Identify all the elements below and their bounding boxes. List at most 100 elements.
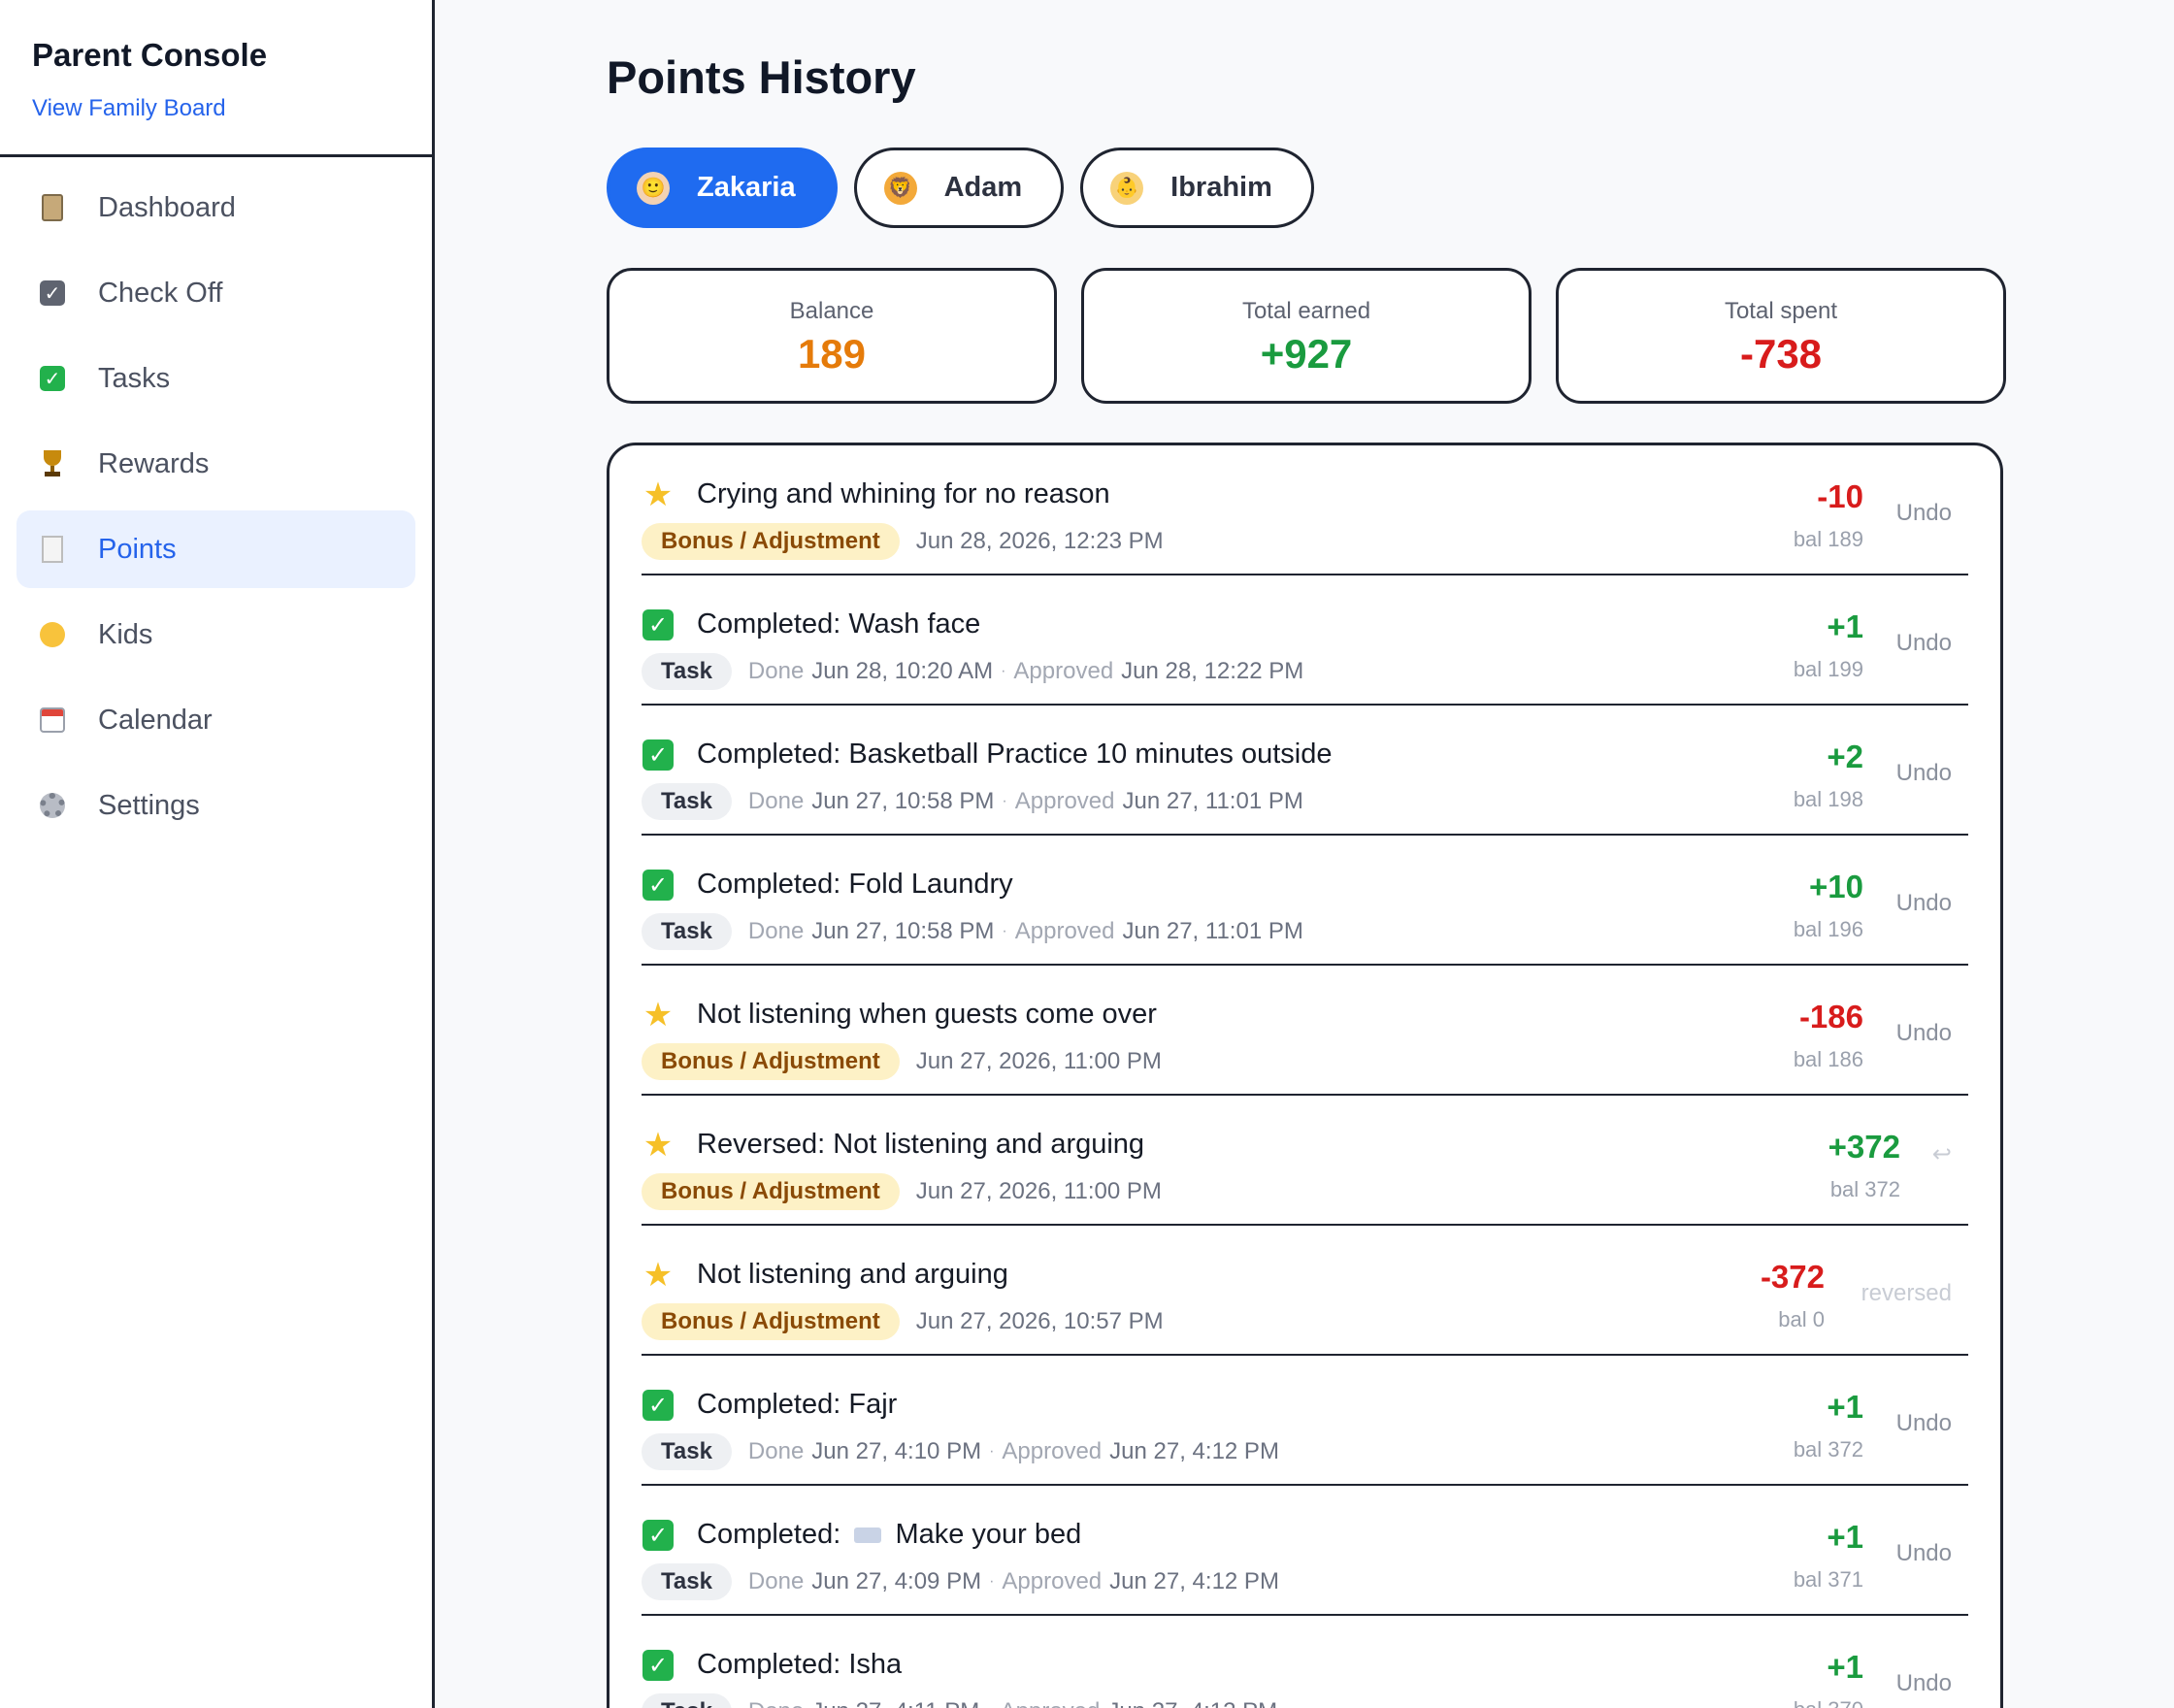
running-balance: bal 196: [1793, 917, 1863, 941]
bed-icon: [854, 1527, 882, 1544]
undo-button[interactable]: Undo: [1895, 1020, 1952, 1046]
history-meta: Bonus / Adjustment Jun 27, 2026, 11:00 P…: [642, 1043, 1162, 1080]
separator: ·: [989, 1443, 995, 1460]
running-balance: bal 372: [1793, 1437, 1863, 1462]
sidebar: Parent Console View Family Board Dashboa…: [0, 0, 435, 1708]
done-date: Jun 27, 4:11 PM: [811, 1698, 979, 1708]
done-label: Done: [747, 788, 805, 814]
balance-value: 189: [797, 331, 867, 377]
total-earned-card: Total earned +927: [1081, 268, 1532, 404]
lion-avatar-icon: 🦁: [883, 171, 917, 205]
sidebar-item-tasks[interactable]: ✓ Tasks: [16, 340, 415, 417]
check-icon: ✓: [642, 1649, 675, 1682]
type-badge: Bonus / Adjustment: [642, 1303, 900, 1340]
done-date: Jun 27, 10:58 PM: [811, 788, 995, 814]
total-earned-value: +927: [1260, 331, 1353, 377]
sidebar-item-label: Rewards: [98, 447, 210, 479]
points-delta: +2: [1827, 739, 1863, 774]
points-delta: +10: [1809, 869, 1863, 904]
history-date: Jun 27, 2026, 10:57 PM: [915, 1308, 1164, 1334]
history-meta: Task Done Jun 27, 4:10 PM · Approved Jun…: [642, 1433, 1279, 1470]
history-title: Not listening and arguing: [697, 1259, 1008, 1290]
points-delta: +1: [1827, 1649, 1863, 1685]
undo-button[interactable]: Undo: [1895, 1670, 1952, 1696]
history-title: Reversed: Not listening and arguing: [697, 1129, 1145, 1160]
history-title: Crying and whining for no reason: [697, 478, 1110, 509]
tab-ibrahim[interactable]: 👶 Ibrahim: [1080, 148, 1314, 228]
tab-label: Adam: [943, 172, 1023, 203]
running-balance: bal 371: [1793, 1567, 1863, 1592]
tab-label: Zakaria: [697, 172, 796, 203]
tab-zakaria[interactable]: 🙂 Zakaria: [607, 148, 838, 228]
sidebar-item-label: Points: [98, 533, 177, 565]
type-badge: Task: [642, 1433, 732, 1470]
done-label: Done: [748, 1698, 804, 1708]
total-spent-value: -738: [1739, 331, 1823, 377]
type-badge: Task: [642, 1693, 732, 1708]
points-delta: -186: [1798, 999, 1863, 1035]
approved-label: Approved: [1013, 658, 1114, 684]
points-delta: +1: [1827, 1519, 1863, 1555]
view-family-board-link[interactable]: View Family Board: [32, 95, 226, 121]
history-row: ★ Not listening when guests come over Bo…: [642, 966, 1968, 1096]
history-meta: Bonus / Adjustment Jun 27, 2026, 11:00 P…: [642, 1173, 1162, 1210]
sidebar-item-calendar[interactable]: Calendar: [16, 681, 415, 759]
separator: ·: [987, 1703, 992, 1708]
type-badge: Task: [642, 913, 732, 950]
tab-label: Ibrahim: [1170, 172, 1272, 203]
sidebar-item-points[interactable]: Points: [16, 510, 415, 588]
child-face-icon: [36, 618, 69, 651]
balance-label: Balance: [789, 298, 874, 324]
balance-card: Balance 189: [607, 268, 1057, 404]
app-title: Parent Console: [32, 37, 268, 73]
approved-label: Approved: [1002, 1568, 1103, 1594]
history-title: Completed: Basketball Practice 10 minute…: [697, 739, 1333, 770]
undo-button[interactable]: Undo: [1895, 1410, 1952, 1436]
tab-adam[interactable]: 🦁 Adam: [853, 148, 1065, 228]
history-row: ✓ Completed: Fold Laundry Task Done Jun …: [642, 836, 1968, 966]
separator: ·: [1002, 793, 1007, 809]
sidebar-item-label: Tasks: [98, 362, 171, 394]
points-history-list: ★ Crying and whining for no reason Bonus…: [607, 443, 2003, 1708]
history-meta: Task Done Jun 27, 4:11 PM · Approved Jun…: [642, 1693, 1277, 1708]
running-balance: bal 0: [1778, 1307, 1825, 1331]
sidebar-item-dashboard[interactable]: Dashboard: [16, 169, 415, 246]
points-delta: +1: [1827, 608, 1863, 644]
sidebar-item-check-off[interactable]: ✓ Check Off: [16, 254, 415, 332]
type-badge: Task: [642, 1563, 732, 1600]
history-date: Jun 27, 2026, 11:00 PM: [915, 1178, 1162, 1204]
undo-button[interactable]: Undo: [1895, 500, 1952, 526]
approved-label: Approved: [1002, 1438, 1103, 1464]
points-delta: -372: [1760, 1259, 1825, 1295]
type-badge: Bonus / Adjustment: [642, 523, 900, 560]
sidebar-item-rewards[interactable]: Rewards: [16, 425, 415, 503]
sidebar-item-settings[interactable]: Settings: [16, 767, 415, 844]
sidebar-item-kids[interactable]: Kids: [16, 596, 415, 673]
reverse-icon[interactable]: ↩: [1931, 1141, 1952, 1167]
history-title: Completed: Fold Laundry: [697, 869, 1013, 900]
star-icon: ★: [642, 997, 674, 1034]
approved-label: Approved: [1001, 1698, 1101, 1708]
sidebar-item-label: Dashboard: [98, 191, 236, 223]
checkbox-icon: ✓: [36, 277, 69, 310]
star-icon: ★: [642, 1257, 674, 1294]
undo-button[interactable]: Undo: [1895, 1540, 1952, 1566]
total-spent-label: Total spent: [1724, 298, 1838, 324]
history-title: Completed: Wash face: [697, 608, 981, 640]
running-balance: bal 370: [1794, 1697, 1863, 1708]
calendar-icon: [36, 704, 69, 737]
undo-button[interactable]: Undo: [1895, 890, 1952, 916]
history-title: Completed: Isha: [697, 1649, 903, 1680]
undo-button[interactable]: Undo: [1895, 630, 1952, 656]
approved-label: Approved: [1014, 788, 1115, 814]
separator: ·: [1002, 923, 1007, 939]
done-label: Done: [747, 658, 805, 684]
sidebar-item-label: Kids: [98, 618, 153, 650]
points-delta: +1: [1827, 1389, 1863, 1425]
boy-avatar-icon: 🙂: [637, 171, 670, 205]
undo-button[interactable]: Undo: [1895, 760, 1952, 786]
separator: ·: [1001, 663, 1006, 679]
points-delta: +372: [1828, 1129, 1900, 1165]
clipboard-icon: [36, 191, 69, 224]
